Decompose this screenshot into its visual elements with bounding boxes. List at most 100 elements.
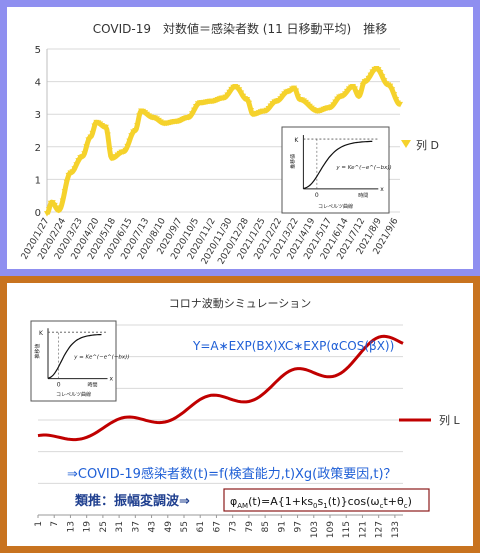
x-tick-label: 115	[342, 521, 352, 538]
data-point	[45, 207, 52, 213]
y-tick-label: 2	[35, 143, 41, 154]
data-point	[191, 107, 198, 114]
inset-x-label: x	[110, 376, 114, 383]
data-point	[375, 67, 382, 73]
data-point	[377, 70, 384, 76]
data-point	[238, 90, 245, 97]
y-tick-labels: 0 1 2 3 4 5	[35, 45, 41, 219]
data-point	[379, 74, 386, 80]
formula-part: (t)=A{1+ks	[248, 495, 313, 508]
data-point	[236, 87, 243, 93]
inset-k-label: K	[39, 330, 44, 337]
series-line	[44, 66, 403, 217]
legend-label: 列 L	[439, 413, 460, 427]
x-tick-label: 91	[277, 521, 287, 532]
data-point	[381, 78, 388, 84]
exp-formula: Y=A∗EXP(BX)XC∗EXP(αCOS(βX))	[192, 339, 394, 353]
data-point	[389, 87, 396, 93]
x-tick-label: 7	[50, 521, 60, 527]
data-point	[351, 86, 358, 92]
inset-zero-label: 0	[315, 192, 319, 199]
inset-formula: y = Ke^(−e^(−bx))	[73, 355, 129, 361]
formula-subscript: c	[404, 502, 408, 510]
x-tick-label: 103	[310, 521, 320, 538]
inset-zero-label: 0	[57, 382, 61, 389]
data-point	[245, 100, 252, 107]
x-tick-label: 13	[66, 521, 76, 532]
data-point	[44, 211, 50, 217]
data-point	[124, 143, 131, 150]
data-point	[136, 113, 143, 119]
data-point	[244, 97, 251, 103]
data-point	[397, 101, 403, 108]
data-point	[57, 205, 64, 211]
data-point	[51, 202, 58, 209]
x-tick-label: 43	[148, 521, 158, 532]
data-point	[83, 144, 90, 150]
data-point	[128, 133, 135, 139]
data-point	[387, 83, 394, 90]
am-formula: φAM(t)=A{1+ks0s1(t)}cos(ωct+θc)	[230, 495, 412, 510]
legend-marker	[401, 140, 411, 148]
data-point	[59, 198, 66, 204]
top-chart-panel: COVID-19 対数値＝感染者数 (11 日移動平均) 推移 0 1 2 3 4 5 2…	[0, 0, 480, 276]
x-tick-labels: 1 7 13 19 25 31 37 43 49 55 61 67 73 79 85 91 97 103 109 11…	[34, 515, 401, 538]
inset-curve	[303, 140, 373, 190]
inset-curve	[47, 333, 102, 379]
x-tick-label: 1	[34, 521, 44, 527]
formula-part: s	[318, 495, 324, 508]
data-point	[71, 166, 78, 172]
inset-caption: コレペルツ曲線	[318, 203, 353, 210]
data-point	[81, 151, 88, 157]
x-tick-label: 55	[180, 521, 190, 532]
series-line	[37, 334, 404, 442]
wave-simulation-chart: コロナ波動シミュレーション 1 7 13 19 25 31 37 43 49 55 61 67 73 79…	[30, 296, 460, 538]
formula-subscript: AM	[237, 502, 248, 510]
x-tick-label: 25	[99, 521, 109, 532]
inset-x-label: x	[380, 186, 384, 193]
data-point	[247, 108, 254, 114]
x-tick-label: 109	[326, 521, 336, 538]
data-point	[132, 128, 139, 134]
inset-formula: y = Ke^(−e^(−bx))	[335, 165, 391, 171]
chart-title: COVID-19 対数値＝感染者数 (11 日移動平均) 推移	[93, 21, 387, 36]
data-point	[189, 111, 196, 117]
top-chart-area: COVID-19 対数値＝感染者数 (11 日移動平均) 推移 0 1 2 3 4 5 2…	[7, 7, 473, 269]
data-point	[357, 90, 364, 96]
x-tick-label: 61	[196, 521, 206, 532]
x-tick-label: 49	[164, 521, 174, 533]
y-tick-label: 3	[35, 110, 41, 121]
am-formula-box	[223, 488, 430, 512]
inset-k-label: K	[294, 137, 299, 144]
legend: 列 D	[401, 138, 439, 152]
data-point	[355, 93, 362, 100]
inset-y-axis-label: 推移値	[289, 154, 296, 169]
legend: 列 L	[399, 413, 460, 427]
x-tick-label: 121	[358, 521, 368, 538]
data-point	[63, 179, 70, 186]
formula-subscript: 1	[323, 502, 327, 510]
bottom-chart-area: コロナ波動シミュレーション 1 7 13 19 25 31 37 43 49 55 61 67 73 79…	[7, 283, 473, 546]
gompertz-inset: Kx 0 時間 推移値 y = Ke^(−e^(−bx)) コレペルツ曲線	[281, 126, 392, 214]
formula-subscript: 0	[313, 502, 317, 510]
covid-function-question: ⇒COVID-19感染者数(t)=f(検査能力,t)Xg(政策要因,t)？	[67, 466, 397, 482]
data-point	[49, 200, 56, 206]
inset-time-label: 時間	[88, 383, 98, 389]
data-point	[293, 88, 300, 94]
data-point	[359, 82, 366, 89]
data-point	[89, 130, 96, 137]
inset-frame	[30, 320, 117, 402]
data-point	[126, 138, 133, 145]
y-tick-label: 1	[35, 175, 41, 186]
y-tick-label: 0	[35, 208, 41, 219]
y-tick-label: 5	[35, 45, 41, 56]
data-point	[102, 124, 109, 131]
data-point	[61, 189, 68, 195]
x-tick-label: 133	[391, 521, 401, 538]
chart-title: コロナ波動シミュレーション	[169, 296, 312, 310]
data-point	[87, 134, 94, 141]
data-point	[295, 94, 302, 100]
x-tick-label: 85	[261, 521, 271, 532]
bottom-chart-panel: コロナ波動シミュレーション 1 7 13 19 25 31 37 43 49 55 61 67 73 79…	[0, 276, 480, 553]
x-tick-label: 79	[245, 521, 255, 533]
